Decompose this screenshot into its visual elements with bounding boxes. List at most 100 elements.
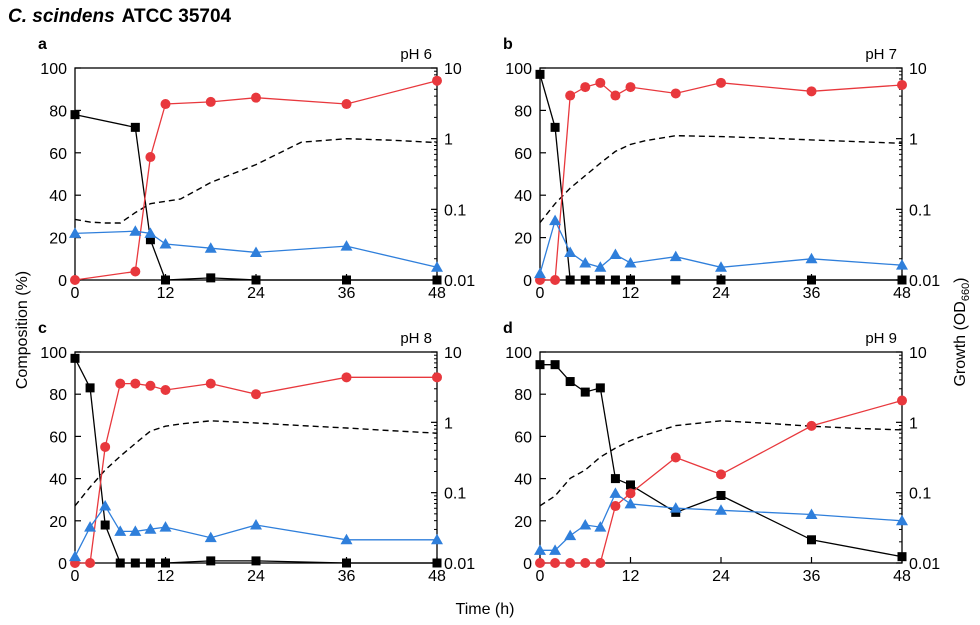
triangle-marker xyxy=(805,508,818,519)
triangle-marker xyxy=(564,529,577,541)
y-axis-label-right: Growth (OD660) xyxy=(952,277,972,386)
triangle-marker xyxy=(896,259,908,270)
y-tick-label: 20 xyxy=(514,514,532,531)
y-tick-label: 100 xyxy=(40,61,67,78)
y2-tick-label: 10 xyxy=(444,345,462,362)
triangle-marker xyxy=(159,237,172,249)
x-tick-label: 24 xyxy=(712,568,730,585)
y2-tick-label: 0.1 xyxy=(909,202,931,219)
square-series-line xyxy=(539,74,902,281)
circle-marker xyxy=(670,88,681,99)
circle-marker xyxy=(550,558,561,568)
square-marker xyxy=(432,275,442,285)
square-marker xyxy=(610,275,620,285)
x-tick-label: 0 xyxy=(536,568,545,585)
triangle-marker xyxy=(159,521,172,532)
x-tick-label: 48 xyxy=(893,285,911,302)
plot-frame xyxy=(539,351,903,564)
panel-letter: d xyxy=(503,320,513,337)
square-marker xyxy=(595,383,605,393)
circle-marker xyxy=(432,372,442,383)
y-axis-label-right-end: ) xyxy=(952,277,969,282)
y-tick-label: 40 xyxy=(514,188,532,205)
growth-od-line xyxy=(74,137,438,224)
y-tick-label: 60 xyxy=(514,146,532,163)
triangle-marker xyxy=(534,544,546,555)
y-tick-label: 40 xyxy=(514,472,532,489)
circle-marker xyxy=(610,90,621,101)
circle-series-line xyxy=(540,399,903,564)
square-marker xyxy=(145,558,155,568)
square-marker xyxy=(716,490,726,500)
y-tick-label: 40 xyxy=(49,472,67,489)
x-tick-label: 48 xyxy=(428,568,446,585)
circle-marker xyxy=(145,380,156,391)
triangle-marker xyxy=(431,261,443,272)
circle-marker xyxy=(716,469,726,480)
panel-d: d pH 9 0 20 40 60 80 100 0 12 24 36 480.01 0.1 1 10 xyxy=(503,320,940,585)
triangle-marker xyxy=(669,250,682,262)
square-marker xyxy=(897,275,907,285)
y2-tick-label: 10 xyxy=(909,61,927,78)
circle-marker xyxy=(130,378,141,389)
y2-tick-label: 0.1 xyxy=(444,486,466,503)
circle-marker xyxy=(625,488,636,499)
square-marker xyxy=(565,275,575,285)
square-series-line xyxy=(540,364,903,558)
square-marker xyxy=(807,275,816,285)
circle-marker xyxy=(205,378,216,389)
y2-tick-label: 0.1 xyxy=(444,202,466,219)
figure-title-strain: ATCC 35704 xyxy=(122,6,232,27)
x-tick-label: 36 xyxy=(338,568,356,585)
circle-marker xyxy=(100,441,111,452)
y-tick-label: 100 xyxy=(505,345,532,362)
circle-marker xyxy=(115,378,126,389)
triangle-marker xyxy=(549,544,562,555)
square-marker xyxy=(251,275,261,285)
circle-marker xyxy=(160,99,171,110)
circle-marker xyxy=(205,96,216,107)
triangle-marker xyxy=(896,514,908,526)
circle-marker xyxy=(70,275,80,285)
circle-marker xyxy=(806,86,817,97)
x-tick-label: 24 xyxy=(712,285,730,302)
triangle-marker xyxy=(579,257,592,268)
square-marker xyxy=(626,275,635,285)
triangle-marker xyxy=(250,246,262,257)
x-tick-label: 36 xyxy=(338,285,356,302)
y-tick-label: 20 xyxy=(49,514,67,531)
circle-marker xyxy=(670,452,681,463)
triangle-marker xyxy=(129,225,142,236)
panel-ph-label: pH 9 xyxy=(865,330,897,347)
triangle-marker xyxy=(204,242,217,253)
panel-ph-label: pH 6 xyxy=(400,46,432,63)
triangle-marker xyxy=(715,504,727,515)
circle-marker xyxy=(625,82,636,93)
y-tick-label: 80 xyxy=(514,103,532,120)
square-marker xyxy=(206,556,216,566)
triangle-series-line xyxy=(74,504,437,557)
triangle-marker xyxy=(669,502,682,513)
circle-marker xyxy=(535,558,545,568)
square-marker xyxy=(716,275,726,285)
triangle-marker xyxy=(624,257,637,268)
figure-title-species: C. scindens xyxy=(8,6,115,27)
triangle-marker xyxy=(144,523,157,534)
circle-marker xyxy=(550,275,561,285)
growth-od-line xyxy=(539,420,903,507)
square-marker xyxy=(161,558,170,568)
circle-marker xyxy=(580,558,591,568)
circle-marker xyxy=(580,82,591,93)
square-marker xyxy=(206,273,216,283)
panel-a: a pH 6 0 20 40 60 80 100 0 12 24 36 480.01 0.1 1 10 xyxy=(38,36,475,302)
panel-letter: c xyxy=(38,320,47,337)
triangle-marker xyxy=(144,227,157,238)
y-tick-label: 0 xyxy=(523,273,532,290)
square-marker xyxy=(897,552,907,562)
y-tick-label: 100 xyxy=(40,345,67,362)
x-tick-label: 12 xyxy=(622,568,640,585)
triangle-marker xyxy=(594,521,607,532)
growth-od-line xyxy=(539,134,903,224)
square-marker xyxy=(130,558,140,568)
